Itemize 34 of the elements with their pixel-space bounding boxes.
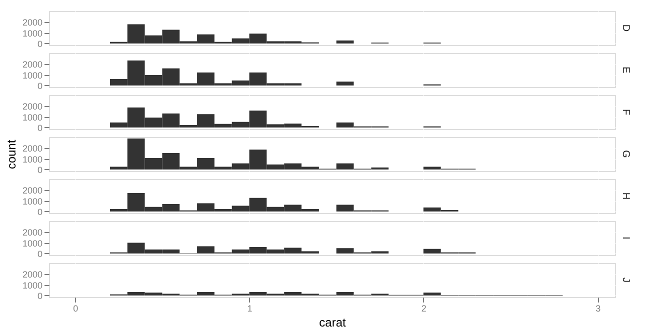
y-tick-label: 2000: [22, 18, 42, 28]
text: F: [620, 108, 631, 116]
y-tick-label: 0: [37, 248, 42, 259]
y-tick-label: 1000: [22, 238, 42, 248]
y-tick-label: 0: [37, 164, 42, 175]
y-tick-label: 1000: [22, 28, 42, 38]
x-tick-label: 0: [73, 304, 78, 314]
y-tick-label: 1000: [22, 196, 42, 206]
text: I: [620, 236, 631, 240]
y-tick-label: 0: [37, 290, 42, 301]
x-tick-label: 1: [247, 304, 252, 314]
x-tick-label: 2: [421, 304, 426, 314]
y-tick-label: 1000: [22, 112, 42, 122]
y-tick-label: 0: [37, 80, 42, 91]
text: E: [620, 66, 631, 74]
x-tick-label: 3: [596, 304, 601, 314]
y-tick-label: 1000: [22, 154, 42, 164]
x-axis-title: carat: [319, 316, 346, 330]
y-tick-label: 1000: [22, 70, 42, 80]
y-tick-label: 2000: [22, 270, 42, 280]
y-tick-label: 2000: [22, 144, 42, 154]
y-tick-label: 0: [37, 206, 42, 217]
y-tick-label: 2000: [22, 186, 42, 196]
text: G: [620, 150, 631, 158]
y-tick-label: 2000: [22, 60, 42, 70]
y-tick-label: 2000: [22, 102, 42, 112]
text: J: [620, 278, 631, 282]
y-tick-label: 2000: [22, 228, 42, 238]
y-axis-title: count: [4, 139, 18, 170]
text: H: [620, 192, 631, 200]
text: D: [620, 24, 631, 32]
y-tick-label: 0: [37, 122, 42, 133]
y-tick-label: 0: [37, 38, 42, 49]
y-tick-label: 1000: [22, 280, 42, 290]
